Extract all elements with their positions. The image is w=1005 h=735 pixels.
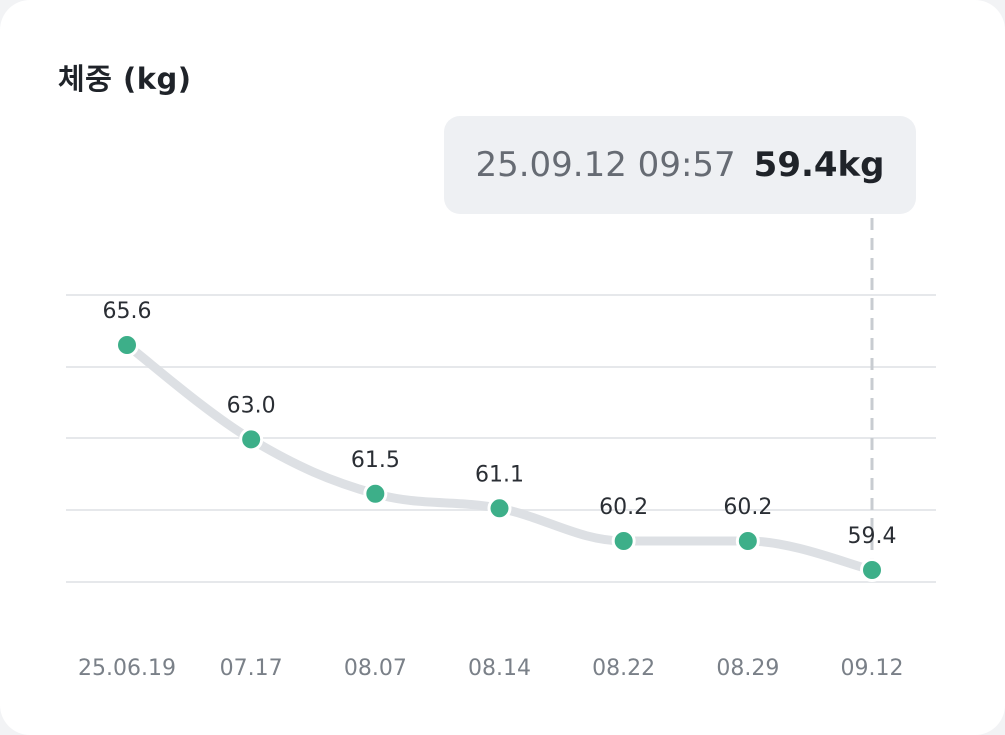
tooltip-timestamp: 25.09.12 09:57: [475, 145, 736, 185]
data-label: 60.2: [599, 495, 648, 520]
data-labels: 65.6 63.0 61.5 61.1 60.2 60.2 59.4: [103, 299, 897, 549]
data-label: 59.4: [848, 524, 897, 549]
selected-point-tooltip: 25.09.12 09:57 59.4kg: [444, 116, 916, 214]
x-tick-label: 08.22: [592, 656, 655, 681]
chart-title: 체중 (kg): [58, 62, 192, 96]
x-tick-label: 08.29: [716, 656, 779, 681]
data-points: [115, 333, 884, 582]
data-point[interactable]: [487, 496, 512, 521]
data-point[interactable]: [611, 528, 636, 553]
data-point[interactable]: [115, 333, 139, 357]
data-label: 61.1: [475, 462, 524, 487]
data-point[interactable]: [735, 528, 760, 553]
data-point[interactable]: [363, 481, 388, 506]
data-label: 65.6: [103, 299, 152, 324]
data-label: 60.2: [723, 495, 772, 520]
tooltip-value: 59.4kg: [753, 145, 885, 185]
data-label: 63.0: [227, 393, 276, 418]
grid-lines: [66, 294, 936, 583]
x-tick-label: 08.14: [468, 656, 531, 681]
series-line: [122, 340, 877, 575]
data-point[interactable]: [239, 427, 264, 452]
x-tick-label: 08.07: [344, 656, 407, 681]
data-point[interactable]: [860, 558, 884, 582]
x-tick-label: 09.12: [841, 656, 904, 681]
data-label: 61.5: [351, 448, 400, 473]
series-path: [122, 340, 877, 575]
x-axis-labels: 25.06.19 07.17 08.07 08.14 08.22 08.29 09.12: [78, 656, 903, 681]
x-tick-label: 07.17: [220, 656, 283, 681]
x-tick-label: 25.06.19: [78, 656, 176, 681]
